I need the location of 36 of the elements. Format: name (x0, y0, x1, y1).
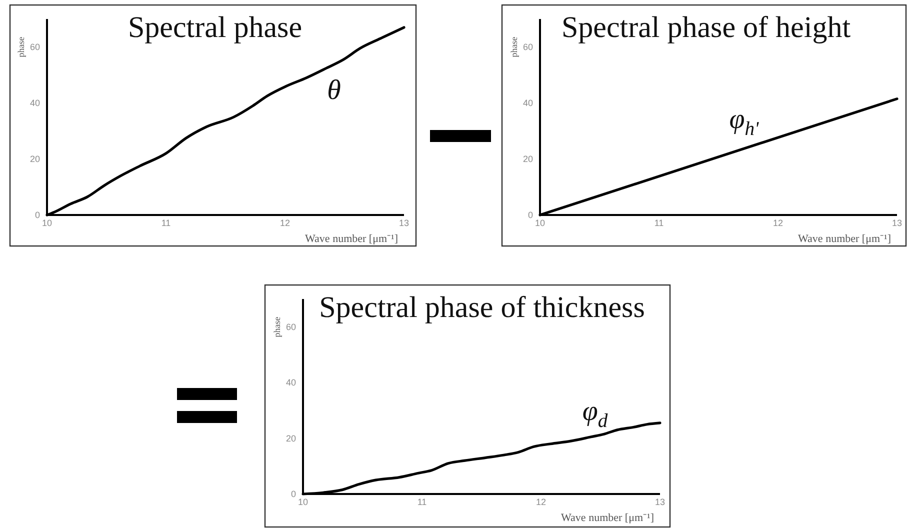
x-axis-title: Wave number [μm⁻¹] (561, 512, 654, 524)
x-tick-label: 13 (892, 218, 902, 228)
y-tick-label: 40 (286, 378, 296, 388)
y-tick-label: 20 (522, 154, 533, 164)
y-tick-label: 0 (34, 210, 40, 220)
x-axis-title: Wave number [μm⁻¹] (798, 233, 891, 245)
x-tick-label: 12 (280, 218, 290, 228)
y-tick-label: 0 (290, 489, 296, 499)
x-tick-label: 11 (161, 218, 171, 228)
annotation: φ$_{h'}$ (729, 104, 760, 140)
annotation: φ$_{d}$ (582, 396, 608, 432)
y-tick-label: 60 (286, 322, 296, 332)
annotation: θ (327, 74, 342, 106)
chart-title: Spectral phase (128, 11, 302, 44)
y-axis-title: phase (509, 36, 519, 58)
x-tick-label: 12 (536, 497, 546, 507)
y-axis-title: phase (16, 36, 26, 58)
y-tick-label: 20 (30, 154, 40, 164)
x-tick-label: 10 (534, 218, 546, 228)
x-tick-label: 11 (417, 497, 427, 507)
x-axis-title: Wave number [μm⁻¹] (305, 233, 398, 245)
y-tick-label: 60 (522, 42, 533, 52)
chart-title: Spectral phase of height (561, 11, 852, 44)
y-tick-label: 40 (30, 98, 40, 108)
y-tick-label: 20 (286, 433, 296, 444)
y-tick-label: 0 (528, 210, 533, 220)
y-axis-title: phase (272, 316, 282, 338)
x-tick-label: 10 (42, 218, 52, 228)
chart-title: Spectral phase of thickness (319, 291, 645, 324)
y-tick-label: 60 (30, 42, 40, 52)
x-tick-label: 10 (298, 497, 308, 507)
y-tick-label: 40 (522, 98, 533, 108)
x-tick-label: 12 (772, 218, 784, 228)
x-tick-label: 11 (654, 218, 664, 228)
x-tick-label: 13 (398, 218, 410, 228)
x-tick-label: 13 (654, 497, 666, 507)
